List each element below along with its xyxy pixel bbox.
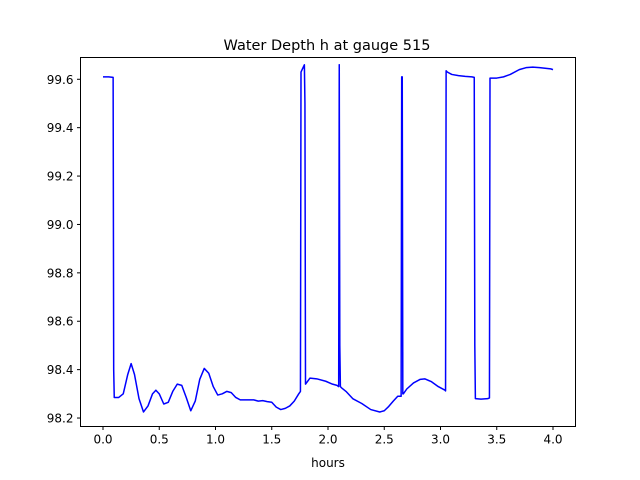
x-tick-label: 3.5 bbox=[487, 433, 506, 447]
y-tick-label: 99.6 bbox=[47, 73, 74, 87]
x-tick-label: 1.0 bbox=[206, 433, 225, 447]
series-line-water-depth bbox=[103, 64, 554, 413]
y-tick-label: 98.2 bbox=[47, 412, 74, 426]
x-tick-label: 2.5 bbox=[375, 433, 394, 447]
plot-frame bbox=[80, 57, 576, 427]
x-tick-label: 4.0 bbox=[543, 433, 562, 447]
x-axis-label: hours bbox=[311, 456, 345, 470]
x-tick-label: 0.0 bbox=[93, 433, 112, 447]
x-axis: 0.0 0.5 1.0 1.5 2.0 2.5 3.0 3.5 4.0 bbox=[93, 426, 563, 447]
x-tick-label: 1.5 bbox=[262, 433, 281, 447]
x-tick-label: 0.5 bbox=[150, 433, 169, 447]
y-tick-label: 98.6 bbox=[47, 315, 74, 329]
chart-title: Water Depth h at gauge 515 bbox=[224, 38, 431, 54]
y-axis: 98.2 98.4 98.6 98.8 99.0 99.2 99.4 99.6 bbox=[47, 73, 81, 426]
y-tick-label: 98.4 bbox=[47, 363, 74, 377]
y-tick-label: 99.2 bbox=[47, 170, 74, 184]
x-tick-label: 3.0 bbox=[431, 433, 450, 447]
y-tick-label: 99.4 bbox=[47, 121, 74, 135]
plot-area bbox=[103, 64, 554, 413]
y-tick-label: 99.0 bbox=[47, 218, 74, 232]
y-tick-label: 98.8 bbox=[47, 266, 74, 280]
x-tick-label: 2.0 bbox=[318, 433, 337, 447]
